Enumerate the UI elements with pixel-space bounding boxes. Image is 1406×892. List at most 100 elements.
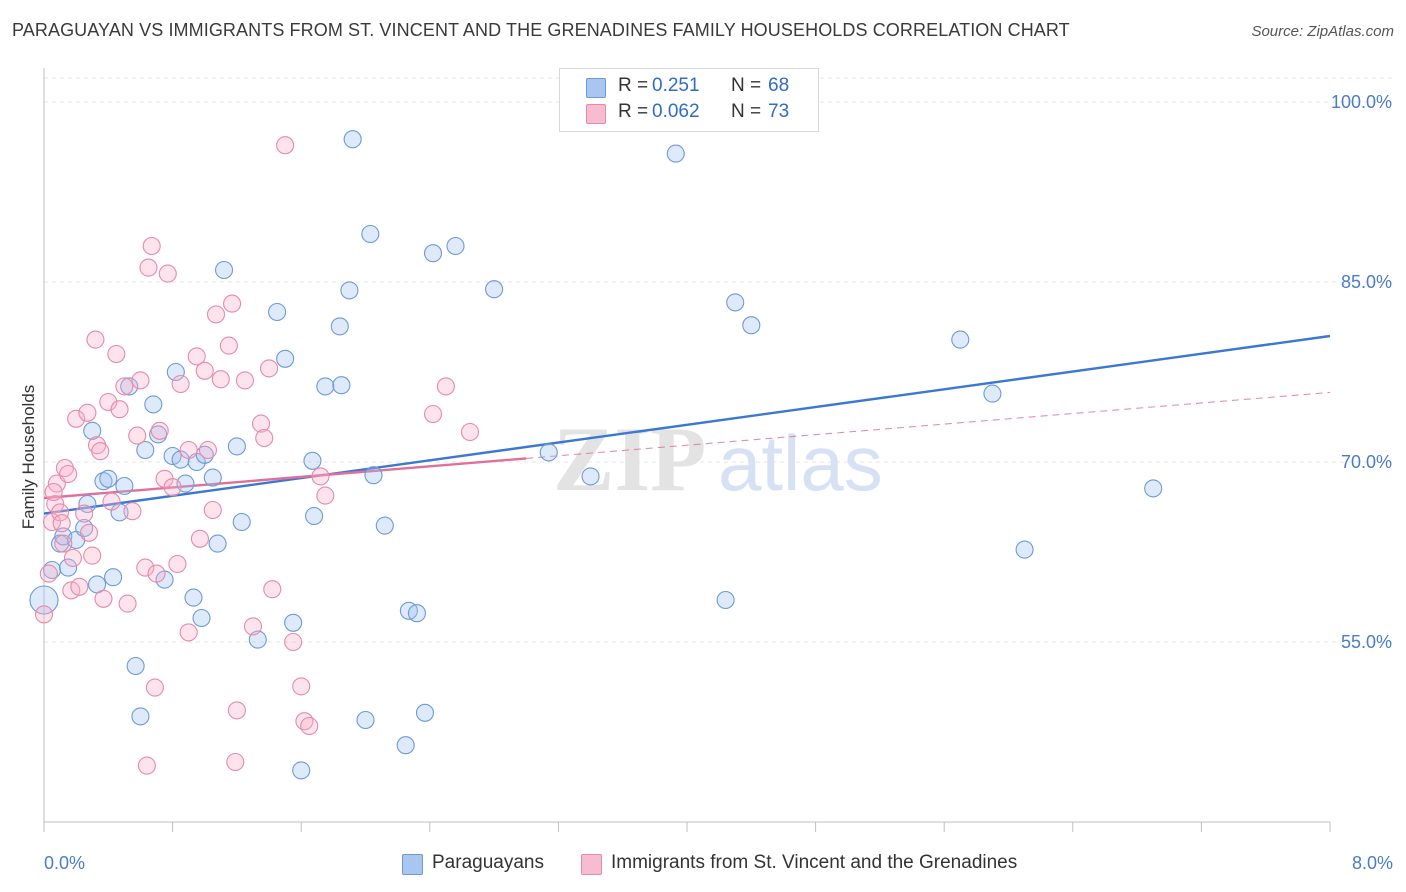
tick-labels: 55.0% 70.0% 85.0% 100.0% 0.0% 8.0% [44,92,1393,873]
y-tick-label: 70.0% [1341,452,1392,472]
source-label: Source: ZipAtlas.com [1251,23,1394,40]
trend-lines [43,334,1331,515]
point-paraguayans [192,608,211,628]
point-immigrants [235,371,254,390]
point-immigrants [67,409,86,428]
point-immigrants [150,421,169,440]
point-paraguayans [1144,479,1163,498]
point-paraguayans [94,472,113,491]
point-paraguayans [375,516,394,535]
point-immigrants [198,440,218,460]
point-immigrants [75,504,94,523]
point-paraguayans [184,588,203,607]
point-immigrants [91,442,110,461]
point-paraguayans [268,302,287,322]
axes [43,68,1331,832]
point-paraguayans [446,236,465,256]
point-paraguayans [415,703,435,722]
point-immigrants [136,558,155,577]
trend-line-immigrants [43,457,527,500]
point-immigrants [110,400,129,419]
point-paraguayans [214,260,234,280]
point-immigrants [123,502,142,521]
point-immigrants [219,336,238,355]
point-paraguayans [581,467,600,486]
point-immigrants [171,374,190,394]
point-immigrants [179,440,198,460]
point-paraguayans [356,710,375,730]
point-immigrants [292,677,311,696]
bottom-legend-label: Paraguayans [432,852,544,873]
point-paraguayans [316,377,335,396]
legend-r-label: R = [618,101,649,122]
point-immigrants [94,589,113,608]
bottom-legend-label: Immigrants from St. Vincent and the Gren… [611,852,1018,873]
point-immigrants [78,403,97,422]
trend-line-immigrants-extension [526,391,1331,459]
point-immigrants [259,359,279,378]
point-paraguayans [983,384,1002,403]
point-immigrants [142,236,161,256]
point-immigrants [99,392,118,412]
point-immigrants [316,486,335,505]
point-immigrants [79,523,99,542]
point-paraguayans [305,506,324,526]
point-paraguayans [666,144,685,163]
point-paraguayans [120,377,139,396]
watermark-atlas: atlas [718,419,883,507]
point-paraguayans [29,585,59,615]
point-immigrants [190,529,209,548]
point-paraguayans [99,469,118,488]
legend-n-value: 73 [768,101,790,122]
point-immigrants [255,428,274,448]
watermark-zip: ZIP [553,408,706,510]
point-immigrants [59,464,78,484]
point-immigrants [139,258,158,277]
point-immigrants [300,716,319,736]
point-paraguayans [716,590,735,610]
point-immigrants [203,500,222,520]
point-immigrants [107,344,126,364]
data-points [29,130,1163,780]
bottom-legend-swatch-pink [581,854,602,875]
point-paraguayans [951,330,970,349]
point-immigrants [44,482,63,502]
point-immigrants [187,347,206,366]
point-immigrants [243,617,263,636]
legend-r-label: R = [618,75,649,96]
stats-legend: R = 0.251 N = 68 R = 0.062 N = 73 [559,68,819,132]
legend-r-value: 0.062 [652,101,700,122]
point-paraguayans [166,362,185,382]
y-tick-label: 100.0% [1331,92,1392,112]
point-paraguayans [83,421,102,440]
point-paraguayans [144,395,163,414]
point-immigrants [460,422,480,442]
legend-r-value: 0.251 [652,75,700,96]
point-immigrants [128,426,147,445]
point-immigrants [436,377,455,396]
point-paraguayans [59,558,78,577]
point-immigrants [251,414,271,433]
point-immigrants [131,371,150,390]
point-immigrants [226,752,245,772]
point-paraguayans [78,494,97,514]
point-paraguayans [136,440,155,460]
point-paraguayans [364,466,383,485]
point-immigrants [284,632,303,652]
point-paraguayans [423,244,443,263]
point-paraguayans [75,518,94,538]
point-immigrants [295,712,314,731]
point-paraguayans [330,317,349,336]
point-paraguayans [104,568,123,587]
x-tick-label: 8.0% [1352,853,1393,873]
point-immigrants [102,492,121,511]
point-paraguayans [340,281,359,300]
point-immigrants [168,554,187,574]
point-immigrants [211,370,230,389]
chart-title: PARAGUAYAN VS IMMIGRANTS FROM ST. VINCEN… [12,20,1070,40]
grid [44,77,1394,643]
point-immigrants [206,305,226,324]
x-tick-label: 0.0% [44,853,85,873]
point-immigrants [70,577,89,596]
